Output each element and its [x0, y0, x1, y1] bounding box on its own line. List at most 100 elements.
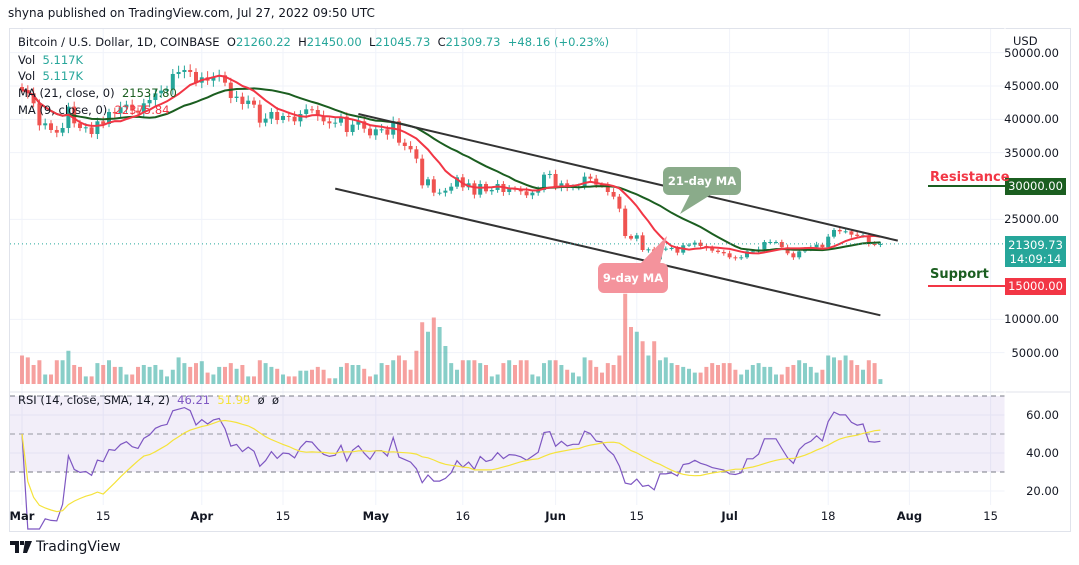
candle: [437, 188, 442, 196]
candle-body: [478, 183, 483, 195]
candle-body: [298, 113, 303, 122]
rsi-tick: 60.00: [1026, 408, 1059, 422]
price-tick: 10000.00: [1004, 312, 1059, 327]
volume-bar: [646, 355, 651, 384]
candle-body: [408, 145, 413, 150]
volume-bar: [223, 366, 227, 384]
volume-bar: [791, 365, 796, 384]
candle: [774, 240, 778, 244]
volume-bar: [489, 376, 494, 384]
candle: [414, 146, 419, 164]
volume-bar: [837, 360, 842, 384]
candle: [356, 117, 361, 130]
candle: [721, 249, 726, 256]
candle-body: [402, 142, 407, 146]
candle-body: [750, 251, 755, 253]
rsi-value: 46.21: [177, 393, 211, 407]
candle: [739, 255, 744, 261]
volume-bar: [797, 360, 802, 384]
candle: [182, 65, 187, 79]
ma9-value: 22375.84: [114, 103, 170, 117]
candle: [791, 251, 796, 260]
candle-body: [159, 90, 164, 94]
vol-legend-1[interactable]: Vol 5.117K: [18, 53, 83, 67]
rsi-extra-value-2: ø: [272, 393, 280, 407]
volume-bar: [234, 368, 239, 384]
volume-bar: [315, 366, 320, 384]
volume-bar: [281, 374, 285, 384]
volume-bar: [414, 350, 419, 384]
resistance-label: Resistance: [930, 170, 1010, 185]
volume-bar: [640, 341, 645, 384]
candle: [95, 117, 100, 140]
close-label: C: [437, 35, 446, 49]
volume-bar: [878, 379, 883, 384]
volume-bar: [727, 363, 732, 384]
ma9-legend[interactable]: MA (9, close, 0) 22375.84: [18, 103, 169, 117]
volume-bar: [408, 369, 413, 384]
candle-countdown: 14:09:14: [1009, 252, 1062, 266]
volume-bar: [228, 363, 233, 384]
vol-legend-2[interactable]: Vol 5.117K: [18, 69, 83, 83]
volume-bar: [536, 376, 541, 384]
candle: [31, 87, 36, 108]
volume-bar: [652, 341, 657, 384]
candle-body: [837, 229, 842, 232]
volume-bar: [199, 361, 204, 384]
candle-body: [785, 247, 790, 254]
candle-body: [414, 149, 419, 159]
volume-bar: [745, 369, 749, 384]
candle-body: [20, 87, 24, 90]
candle: [240, 92, 245, 110]
candle: [518, 186, 523, 195]
volume-bar: [762, 366, 767, 384]
candle-body: [286, 115, 291, 117]
volume-bar: [101, 365, 106, 384]
volume-bar: [269, 366, 274, 384]
candle-body: [211, 76, 216, 81]
candle-body: [49, 123, 53, 130]
volume-bar: [321, 369, 326, 384]
volume-bar: [263, 363, 268, 384]
volume-bar: [240, 365, 245, 384]
symbol-legend: Bitcoin / U.S. Dollar, 1D, COINBASE O212…: [18, 35, 609, 49]
vol-value: 5.117K: [42, 53, 83, 67]
candle-body: [669, 247, 674, 249]
rsi-legend[interactable]: RSI (14, close, SMA, 14, 2) 46.21 51.99 …: [18, 393, 279, 407]
candle: [687, 242, 691, 248]
candle-body: [542, 174, 546, 190]
volume-bar: [721, 363, 726, 384]
tradingview-logo[interactable]: TradingView: [10, 539, 121, 555]
volume-bar: [153, 365, 158, 384]
candle-body: [455, 177, 459, 187]
volume-bar: [460, 360, 465, 384]
candle-body: [698, 242, 703, 246]
candle-body: [240, 96, 245, 104]
volume-bar: [402, 360, 407, 384]
candle: [797, 248, 802, 260]
trendlines: [334, 113, 899, 317]
volume-bar: [600, 372, 604, 384]
volume-bar: [710, 363, 715, 384]
support-label: Support: [930, 267, 989, 282]
candle: [147, 94, 152, 108]
candle-body: [350, 124, 355, 132]
time-tick: May: [362, 509, 389, 523]
candle-body: [78, 123, 82, 128]
candle-body: [605, 185, 610, 192]
candle: [663, 246, 668, 252]
candle-body: [820, 244, 825, 248]
support-price-box: 15000.00: [1005, 278, 1066, 295]
volume-bar: [814, 372, 819, 384]
candle: [507, 185, 512, 196]
volume-bar: [605, 363, 610, 384]
candle: [408, 141, 413, 153]
candle-body: [310, 109, 314, 111]
ma21-callout: 21-day MA: [663, 167, 741, 195]
candle-body: [31, 93, 36, 104]
ma21-legend[interactable]: MA (21, close, 0) 21537.80: [18, 86, 177, 100]
candle-body: [617, 196, 622, 209]
volume-bar: [286, 376, 291, 384]
rsi-tick: 40.00: [1026, 446, 1059, 460]
